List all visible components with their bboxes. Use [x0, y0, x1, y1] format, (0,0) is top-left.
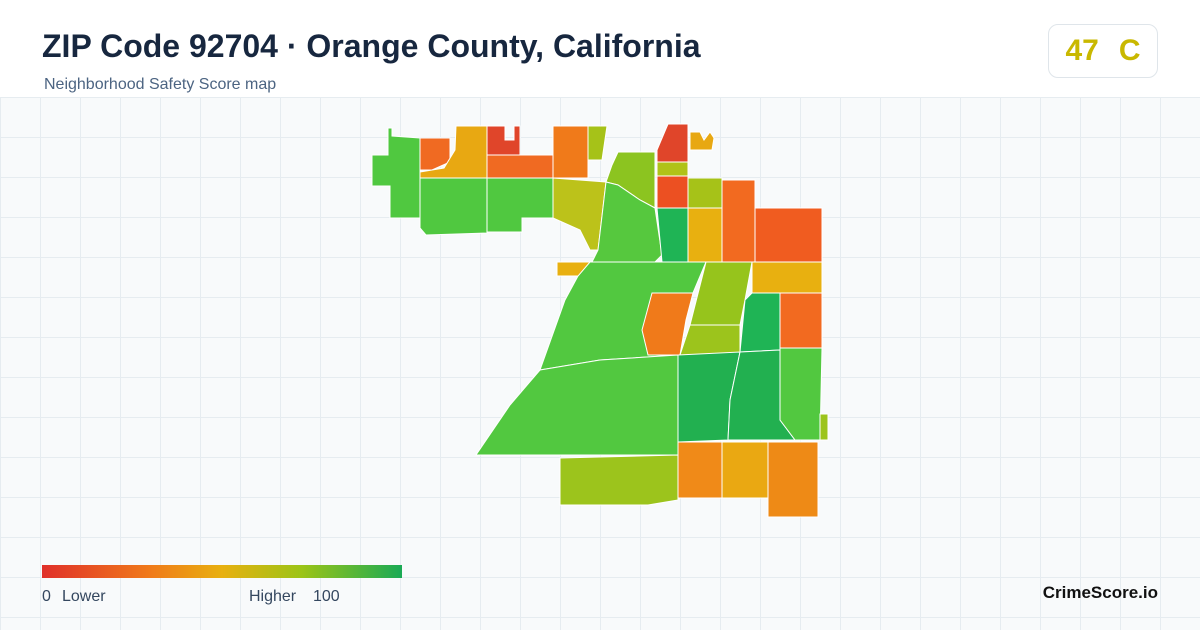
map-region [656, 123, 689, 163]
map-region [559, 454, 679, 506]
score-grade: C [1118, 34, 1141, 67]
map-region [552, 177, 607, 251]
score-value: 47 [1065, 34, 1099, 67]
map-region [751, 261, 823, 294]
brand: CrimeScore.io [1042, 583, 1158, 602]
title: ZIP Code 92704 · Orange County, Californ… [42, 28, 701, 64]
map-region [779, 347, 823, 441]
map-region [419, 177, 488, 236]
map-region [679, 324, 741, 356]
legend-max: 100 [313, 588, 340, 605]
map-region [552, 125, 589, 179]
map-region [779, 292, 823, 349]
map-region [656, 175, 689, 209]
map-region [486, 177, 554, 233]
map-region [371, 127, 421, 219]
map-region [689, 261, 753, 326]
map-region [419, 137, 451, 171]
legend-min-label: Lower [62, 588, 106, 605]
map-region [656, 207, 689, 263]
map-region [687, 177, 723, 209]
map-region [486, 125, 521, 156]
legend-gradient [42, 565, 402, 578]
map-region [677, 441, 723, 499]
map-region [721, 441, 769, 499]
score-badge: 47 C [1048, 24, 1158, 78]
map-region [587, 125, 608, 161]
legend-max-label: Higher [249, 588, 297, 605]
map-region [754, 207, 823, 263]
map-region [486, 154, 554, 179]
map-region [721, 179, 756, 263]
map-region [767, 441, 819, 518]
subtitle: Neighborhood Safety Score map [44, 76, 277, 93]
legend-min: 0 [42, 588, 51, 605]
map-region [739, 292, 781, 353]
map-region [689, 131, 715, 151]
map-region [656, 161, 689, 177]
map-region [687, 207, 723, 263]
map-region [475, 354, 679, 456]
map-region [819, 413, 829, 441]
